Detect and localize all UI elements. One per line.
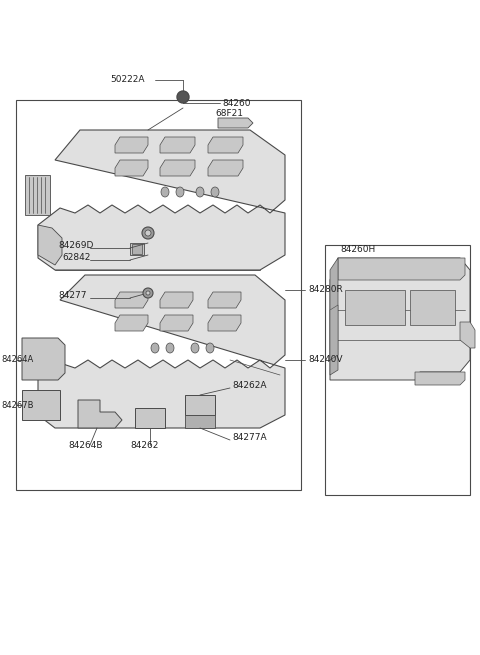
Text: 84260H: 84260H <box>340 246 375 255</box>
Text: 50222A: 50222A <box>110 75 144 84</box>
Ellipse shape <box>206 343 214 353</box>
Polygon shape <box>160 160 195 176</box>
Ellipse shape <box>177 91 189 103</box>
Polygon shape <box>22 338 65 380</box>
Bar <box>16 100 301 490</box>
Bar <box>325 245 470 495</box>
Bar <box>410 290 455 325</box>
Text: 84277: 84277 <box>58 291 86 299</box>
Polygon shape <box>330 305 338 360</box>
Text: 84264B: 84264B <box>68 441 103 449</box>
Text: 84262: 84262 <box>130 441 158 449</box>
Polygon shape <box>208 315 241 331</box>
Bar <box>345 290 405 325</box>
Ellipse shape <box>145 230 151 236</box>
Ellipse shape <box>161 187 169 197</box>
Text: 68F21: 68F21 <box>215 109 243 117</box>
Polygon shape <box>160 137 195 153</box>
Polygon shape <box>415 372 465 385</box>
Polygon shape <box>38 130 285 270</box>
Ellipse shape <box>176 187 184 197</box>
Polygon shape <box>38 225 62 265</box>
Ellipse shape <box>166 343 174 353</box>
Polygon shape <box>22 390 60 420</box>
Text: 84269D: 84269D <box>58 240 94 250</box>
Text: 84262A: 84262A <box>232 381 266 390</box>
Polygon shape <box>208 292 241 308</box>
Polygon shape <box>460 322 475 348</box>
Polygon shape <box>115 137 148 153</box>
Text: 84277A: 84277A <box>232 434 266 443</box>
Polygon shape <box>160 292 193 308</box>
Text: 62842: 62842 <box>62 252 90 261</box>
Polygon shape <box>115 315 148 331</box>
Ellipse shape <box>151 343 159 353</box>
Ellipse shape <box>196 187 204 197</box>
Ellipse shape <box>142 227 154 239</box>
Polygon shape <box>185 395 215 415</box>
Polygon shape <box>25 175 50 215</box>
Ellipse shape <box>143 288 153 298</box>
Polygon shape <box>218 118 253 128</box>
Polygon shape <box>160 315 193 331</box>
Polygon shape <box>330 258 338 375</box>
Polygon shape <box>185 415 215 428</box>
Polygon shape <box>330 258 470 380</box>
Text: 84280R: 84280R <box>308 286 343 295</box>
Text: 84240V: 84240V <box>308 356 343 364</box>
Polygon shape <box>208 137 243 153</box>
Text: 84260: 84260 <box>222 98 251 107</box>
Polygon shape <box>38 275 285 428</box>
Polygon shape <box>135 408 165 428</box>
Polygon shape <box>208 160 243 176</box>
Text: 84267B: 84267B <box>1 400 34 409</box>
Polygon shape <box>115 292 148 308</box>
Text: 84264A: 84264A <box>1 356 33 364</box>
Ellipse shape <box>146 291 150 295</box>
Polygon shape <box>338 258 465 280</box>
Bar <box>132 244 142 254</box>
Bar <box>130 243 144 255</box>
Ellipse shape <box>191 343 199 353</box>
Polygon shape <box>115 160 148 176</box>
Ellipse shape <box>211 187 219 197</box>
Polygon shape <box>78 400 122 428</box>
